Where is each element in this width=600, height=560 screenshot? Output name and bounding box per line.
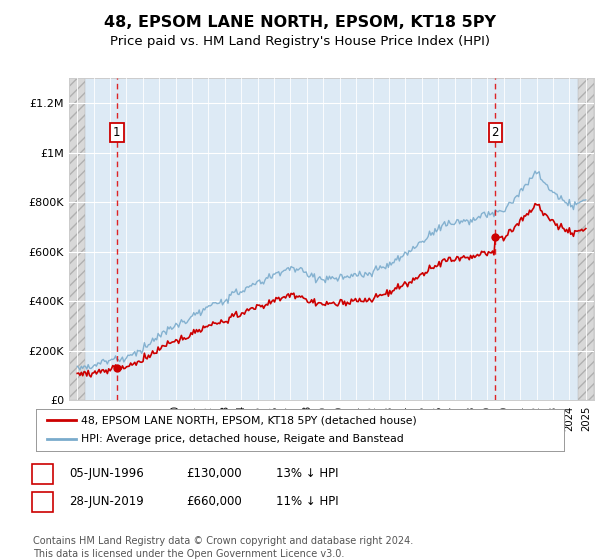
Text: 28-JUN-2019: 28-JUN-2019 — [69, 494, 144, 508]
Text: 2: 2 — [491, 127, 499, 139]
Text: £660,000: £660,000 — [186, 494, 242, 508]
Text: 05-JUN-1996: 05-JUN-1996 — [69, 466, 144, 480]
Text: 1: 1 — [113, 127, 121, 139]
Text: 48, EPSOM LANE NORTH, EPSOM, KT18 5PY (detached house): 48, EPSOM LANE NORTH, EPSOM, KT18 5PY (d… — [81, 415, 416, 425]
Text: HPI: Average price, detached house, Reigate and Banstead: HPI: Average price, detached house, Reig… — [81, 435, 404, 445]
Text: 48, EPSOM LANE NORTH, EPSOM, KT18 5PY: 48, EPSOM LANE NORTH, EPSOM, KT18 5PY — [104, 15, 496, 30]
Text: Price paid vs. HM Land Registry's House Price Index (HPI): Price paid vs. HM Land Registry's House … — [110, 35, 490, 48]
Bar — [69, 78, 85, 400]
Text: 13% ↓ HPI: 13% ↓ HPI — [276, 466, 338, 480]
Text: Contains HM Land Registry data © Crown copyright and database right 2024.
This d: Contains HM Land Registry data © Crown c… — [33, 536, 413, 559]
Text: 2: 2 — [39, 494, 46, 508]
Bar — [578, 78, 594, 400]
Text: 11% ↓ HPI: 11% ↓ HPI — [276, 494, 338, 508]
Text: £130,000: £130,000 — [186, 466, 242, 480]
Text: 1: 1 — [39, 466, 46, 480]
